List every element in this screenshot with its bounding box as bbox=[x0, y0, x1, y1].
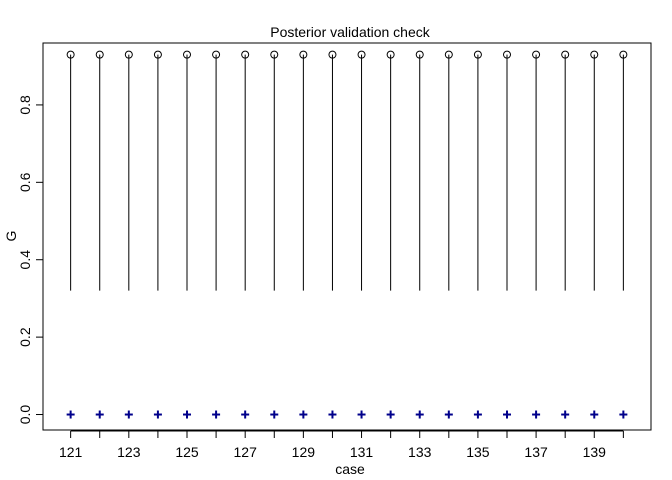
upper-point bbox=[153, 50, 162, 59]
x-axis-label: case bbox=[335, 461, 365, 477]
observed-point bbox=[153, 410, 162, 419]
y-tick-label: 0.8 bbox=[17, 95, 33, 115]
plot-frame bbox=[42, 42, 652, 431]
observed-point bbox=[183, 410, 191, 419]
x-axis: 121 123 125 127 129 131 133 135 137 139 bbox=[59, 430, 624, 460]
y-tick-label: 0.6 bbox=[17, 172, 33, 192]
upper-point bbox=[561, 50, 570, 59]
x-tick-label: 121 bbox=[59, 444, 83, 460]
upper-point bbox=[270, 50, 279, 59]
y-tick-label: 0.0 bbox=[17, 405, 33, 425]
upper-point bbox=[473, 50, 482, 59]
observed-point bbox=[532, 410, 541, 419]
observed-point bbox=[124, 410, 133, 419]
observed-point bbox=[66, 410, 75, 419]
observed-point bbox=[473, 410, 482, 419]
observed-point bbox=[503, 410, 511, 419]
chart-title: Posterior validation check bbox=[270, 24, 431, 40]
upper-point bbox=[503, 50, 511, 59]
upper-point bbox=[328, 50, 337, 59]
observed-point bbox=[299, 410, 308, 419]
upper-points bbox=[66, 50, 628, 59]
observed-point bbox=[212, 410, 221, 419]
x-tick-label: 137 bbox=[524, 444, 548, 460]
observed-point bbox=[270, 410, 279, 419]
observed-point bbox=[95, 410, 104, 419]
x-tick-label: 131 bbox=[350, 444, 374, 460]
upper-point bbox=[241, 50, 250, 59]
observed-point bbox=[590, 410, 599, 419]
observed-points bbox=[66, 410, 628, 419]
upper-point bbox=[386, 50, 395, 59]
upper-point bbox=[299, 50, 308, 59]
y-axis-label: G bbox=[3, 231, 19, 242]
x-tick-label: 127 bbox=[234, 444, 258, 460]
observed-point bbox=[444, 410, 453, 419]
upper-point bbox=[66, 50, 75, 59]
upper-point bbox=[124, 50, 133, 59]
observed-point bbox=[561, 410, 570, 419]
observed-point bbox=[386, 410, 395, 419]
x-tick-label: 135 bbox=[466, 444, 490, 460]
interval-lines bbox=[70, 54, 624, 291]
upper-point bbox=[532, 50, 541, 59]
observed-point bbox=[328, 410, 337, 419]
observed-point bbox=[415, 410, 424, 419]
upper-point bbox=[183, 50, 191, 59]
y-tick-label: 0.2 bbox=[17, 327, 33, 347]
x-tick-label: 133 bbox=[408, 444, 432, 460]
observed-point bbox=[241, 410, 250, 419]
observed-point bbox=[619, 410, 628, 419]
upper-point bbox=[95, 50, 104, 59]
x-tick-label: 123 bbox=[117, 444, 141, 460]
upper-point bbox=[619, 50, 628, 59]
y-tick-label: 0.4 bbox=[17, 250, 33, 270]
y-axis: 0.0 0.2 0.4 0.6 0.8 bbox=[17, 95, 44, 425]
observed-point bbox=[357, 410, 366, 419]
x-tick-label: 139 bbox=[583, 444, 607, 460]
x-tick-label: 125 bbox=[175, 444, 199, 460]
x-tick-label: 129 bbox=[292, 444, 316, 460]
upper-point bbox=[590, 50, 599, 59]
upper-point bbox=[212, 50, 221, 59]
upper-point bbox=[357, 50, 366, 59]
upper-point bbox=[444, 50, 453, 59]
upper-point bbox=[415, 50, 424, 59]
